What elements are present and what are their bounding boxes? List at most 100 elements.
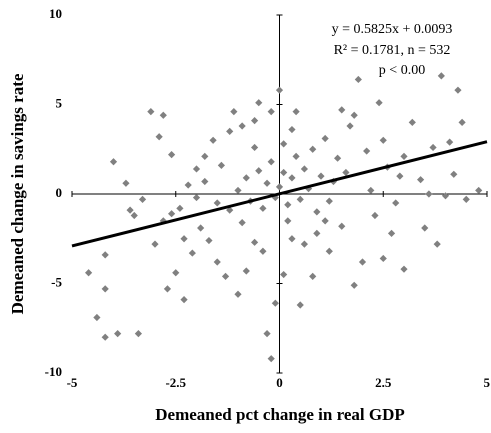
point: [101, 251, 109, 259]
point: [168, 210, 176, 218]
trendline: [71, 140, 488, 248]
point: [85, 269, 93, 277]
point: [475, 186, 483, 195]
point: [433, 240, 441, 248]
point: [176, 204, 184, 212]
point: [263, 330, 271, 338]
point: [201, 152, 209, 161]
point: [462, 195, 470, 203]
point: [284, 217, 292, 225]
point: [205, 236, 213, 245]
point: [325, 197, 333, 205]
point: [271, 193, 279, 202]
point: [313, 229, 321, 237]
point: [271, 299, 279, 307]
point: [379, 136, 387, 144]
point: [242, 174, 250, 182]
point: [130, 211, 138, 220]
point: [255, 167, 263, 175]
point: [417, 176, 425, 184]
point: [280, 140, 288, 148]
point: [334, 154, 342, 162]
point: [188, 249, 196, 257]
point: [321, 134, 329, 143]
x-tick-label: 5: [484, 375, 491, 390]
point: [122, 179, 130, 187]
point: [180, 235, 188, 243]
point: [101, 333, 109, 341]
point: [446, 138, 454, 146]
point: [408, 118, 416, 126]
point: [192, 193, 201, 202]
point: [138, 195, 147, 203]
point: [371, 211, 379, 220]
p-value: p < 0.00: [379, 63, 425, 78]
point: [437, 72, 445, 80]
point: [263, 179, 271, 187]
point: [288, 235, 296, 243]
point: [454, 86, 462, 94]
y-axis-title: Demeaned change in savings rate: [8, 73, 27, 314]
point: [288, 125, 296, 134]
point: [134, 330, 142, 338]
r-squared: R² = 0.1781, n = 532: [334, 43, 451, 58]
point: [379, 254, 387, 263]
point: [421, 224, 429, 232]
point: [259, 247, 267, 255]
point: [267, 108, 275, 116]
point: [163, 285, 172, 293]
point: [358, 258, 367, 266]
point: [280, 270, 288, 279]
point: [425, 190, 433, 198]
point: [338, 222, 346, 230]
point: [159, 111, 167, 119]
point: [292, 108, 300, 116]
point: [400, 152, 408, 161]
point: [226, 127, 234, 135]
point: [280, 168, 288, 177]
x-tick-label: 2.5: [375, 375, 392, 390]
point: [101, 285, 109, 293]
point: [251, 143, 259, 152]
point: [221, 272, 230, 280]
point: [234, 290, 242, 298]
point: [168, 151, 176, 159]
point: [317, 172, 325, 180]
point: [213, 199, 221, 207]
point: [350, 111, 358, 119]
y-tick-label: 10: [49, 6, 62, 21]
point: [288, 174, 296, 182]
point: [234, 186, 242, 195]
point: [251, 117, 259, 125]
equation: y = 0.5825x + 0.0093: [332, 22, 453, 37]
point: [392, 199, 400, 207]
point: [429, 143, 437, 152]
x-tick-label: -5: [67, 375, 78, 390]
x-tick-label: 0: [276, 375, 283, 390]
point: [126, 206, 134, 214]
point: [147, 108, 155, 116]
point: [151, 240, 159, 248]
y-tick-label: -10: [45, 364, 62, 379]
point: [251, 238, 259, 246]
point: [363, 147, 371, 155]
point: [93, 313, 101, 322]
point: [342, 168, 350, 177]
point: [209, 136, 217, 144]
point: [387, 229, 396, 237]
point: [242, 267, 250, 275]
point: [346, 122, 354, 130]
y-tick-label: 5: [56, 95, 63, 110]
point: [338, 106, 346, 114]
point: [213, 258, 221, 266]
point: [155, 133, 163, 141]
x-axis-title: Demeaned pct change in real GDP: [155, 405, 404, 424]
point: [309, 272, 317, 280]
point: [296, 301, 304, 309]
point: [180, 296, 188, 304]
point: [197, 224, 205, 232]
point: [192, 165, 201, 173]
point: [267, 355, 275, 363]
point: [350, 281, 358, 289]
